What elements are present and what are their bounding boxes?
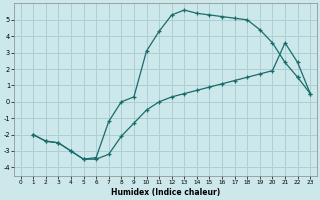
X-axis label: Humidex (Indice chaleur): Humidex (Indice chaleur) <box>111 188 220 197</box>
